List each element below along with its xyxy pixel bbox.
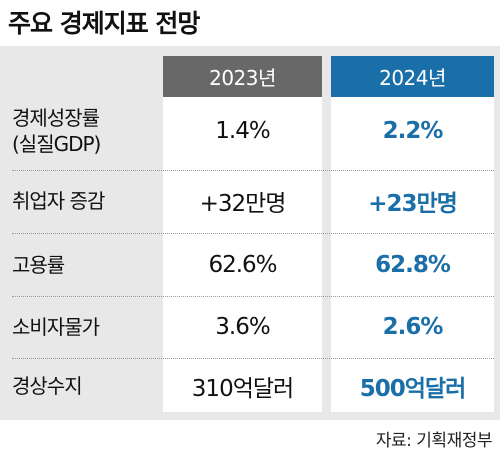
- cell-2024-employment-change: +23만명: [368, 191, 458, 217]
- header-2024: 2024년: [331, 56, 494, 97]
- row-label-line1: 취업자 증감: [12, 189, 105, 213]
- row-divider: [12, 358, 494, 359]
- cell-2024-consumer-prices: 2.6%: [382, 314, 444, 340]
- cell-2023-consumer-prices: 3.6%: [215, 314, 270, 340]
- row-label-consumer-prices: 소비자물가: [12, 299, 160, 355]
- cell-2024-current-account: 500억달러: [359, 376, 467, 402]
- cell-2023-current-account: 310억달러: [191, 376, 294, 402]
- source-note: 자료: 기획재정부: [375, 431, 493, 451]
- cell-2024-gdp-growth: 2.2%: [382, 118, 444, 144]
- cell-2023-employment-rate: 62.6%: [208, 252, 277, 278]
- row-label-line1: 소비자물가: [12, 315, 100, 339]
- column-2024-background: [331, 56, 494, 412]
- cell-2024-employment-rate: 62.8%: [375, 252, 451, 278]
- row-label-line1: 경상수지: [12, 374, 83, 398]
- row-label-line2: (실질GDP): [12, 132, 101, 156]
- header-2023: 2023년: [163, 56, 322, 97]
- row-label-current-account: 경상수지: [12, 361, 160, 411]
- row-divider: [12, 170, 494, 171]
- page-title: 주요 경제지표 전망: [8, 9, 200, 38]
- row-label-employment-change: 취업자 증감: [12, 173, 160, 229]
- row-divider: [12, 296, 494, 297]
- cell-2023-employment-change: +32만명: [199, 191, 287, 217]
- row-divider: [12, 233, 494, 234]
- row-label-gdp-growth: 경제성장률 (실질GDP): [12, 100, 160, 162]
- row-label-line1: 경제성장률: [12, 106, 100, 130]
- cell-2023-gdp-growth: 1.4%: [215, 118, 270, 144]
- row-label-line1: 고용률: [12, 253, 65, 277]
- row-label-employment-rate: 고용률: [12, 236, 160, 294]
- column-2023-background: [163, 56, 322, 412]
